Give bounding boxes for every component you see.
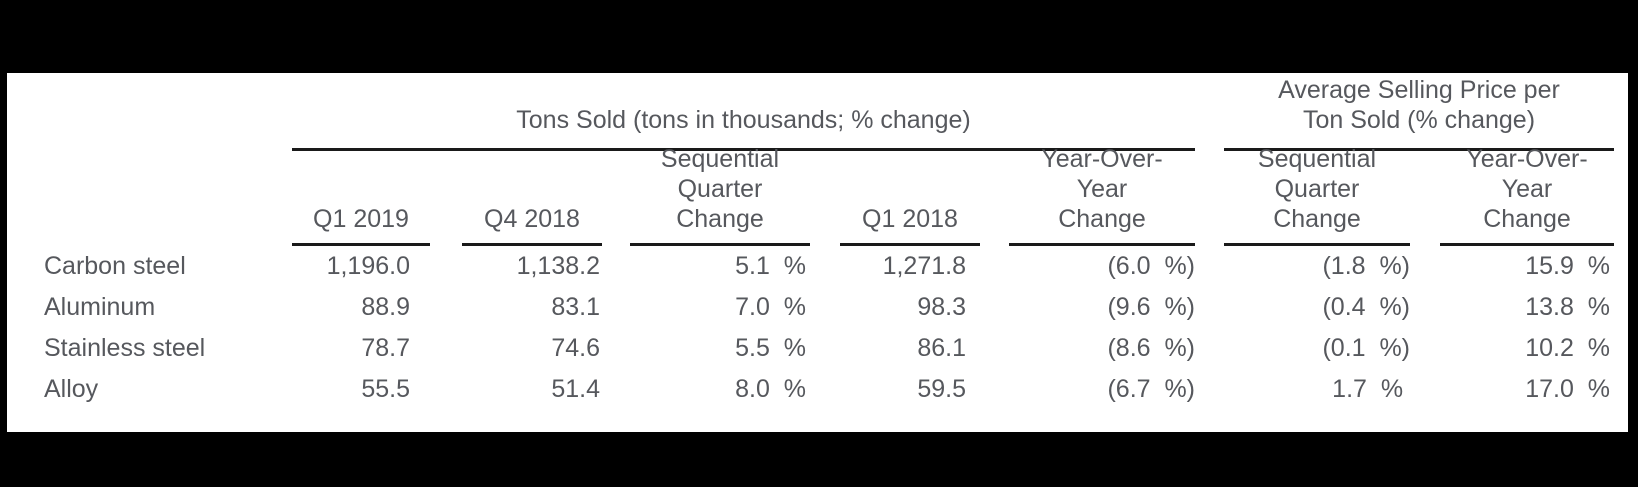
cell-carbon-steel-asp-seq-change: (1.8 %) [1322, 252, 1410, 280]
cell-alloy-tons-yoy-change: (6.7 %) [1107, 375, 1195, 403]
col-header-tons-sequential-quarter-change: Sequential Quarter Change [630, 145, 810, 246]
cell-carbon-steel-asp-yoy-change: 15.9 % [1525, 252, 1610, 280]
cell-aluminum-tons-seq-change: 7.0 % [735, 293, 806, 321]
row-label-alloy: Alloy [44, 375, 99, 403]
row-label-carbon-steel: Carbon steel [44, 252, 186, 280]
cell-stainless-steel-q1-2018: 86.1 [917, 334, 966, 362]
cell-aluminum-q1-2018: 98.3 [917, 293, 966, 321]
cell-aluminum-q4-2018: 83.1 [551, 293, 600, 321]
col-header-q1-2019: Q1 2019 [292, 151, 430, 246]
cell-stainless-steel-asp-seq-change: (0.1 %) [1322, 334, 1410, 362]
cell-alloy-tons-seq-change: 8.0 % [735, 375, 806, 403]
cell-aluminum-asp-seq-change: (0.4 %) [1322, 293, 1410, 321]
cell-stainless-steel-q4-2018: 74.6 [551, 334, 600, 362]
metal-sales-table: Tons Sold (tons in thousands; % change) … [7, 73, 1628, 410]
cell-aluminum-q1-2019: 88.9 [361, 293, 410, 321]
col-header-q4-2018: Q4 2018 [462, 151, 602, 246]
col-header-tons-year-over-year-change: Year-Over- Year Change [1009, 145, 1195, 246]
tons-sold-group-header: Tons Sold (tons in thousands; % change) [292, 73, 1195, 151]
cell-stainless-steel-tons-seq-change: 5.5 % [735, 334, 806, 362]
col-header-asp-year-over-year-change: Year-Over- Year Change [1440, 145, 1614, 246]
cell-alloy-asp-yoy-change: 17.0 % [1525, 375, 1610, 403]
cell-aluminum-tons-yoy-change: (9.6 %) [1107, 293, 1195, 321]
cell-carbon-steel-tons-yoy-change: (6.0 %) [1107, 252, 1195, 280]
average-selling-price-group-header: Average Selling Price per Ton Sold (% ch… [1224, 73, 1614, 151]
cell-alloy-q1-2019: 55.5 [361, 375, 410, 403]
row-label-aluminum: Aluminum [44, 293, 156, 321]
cell-alloy-asp-seq-change: 1.7 % [1332, 375, 1410, 403]
cell-carbon-steel-q1-2019: 1,196.0 [326, 252, 410, 280]
cell-carbon-steel-tons-seq-change: 5.1 % [735, 252, 806, 280]
metal-sales-table-sheet: Tons Sold (tons in thousands; % change) … [7, 73, 1628, 432]
cell-alloy-q4-2018: 51.4 [551, 375, 600, 403]
cell-stainless-steel-asp-yoy-change: 10.2 % [1525, 334, 1610, 362]
cell-carbon-steel-q1-2018: 1,271.8 [882, 252, 966, 280]
cell-carbon-steel-q4-2018: 1,138.2 [516, 252, 600, 280]
row-label-stainless-steel: Stainless steel [44, 334, 206, 362]
cell-aluminum-asp-yoy-change: 13.8 % [1525, 293, 1610, 321]
col-header-asp-sequential-quarter-change: Sequential Quarter Change [1224, 145, 1410, 246]
cell-alloy-q1-2018: 59.5 [917, 375, 966, 403]
col-header-q1-2018: Q1 2018 [840, 151, 980, 246]
cell-stainless-steel-tons-yoy-change: (8.6 %) [1107, 334, 1195, 362]
cell-stainless-steel-q1-2019: 78.7 [361, 334, 410, 362]
